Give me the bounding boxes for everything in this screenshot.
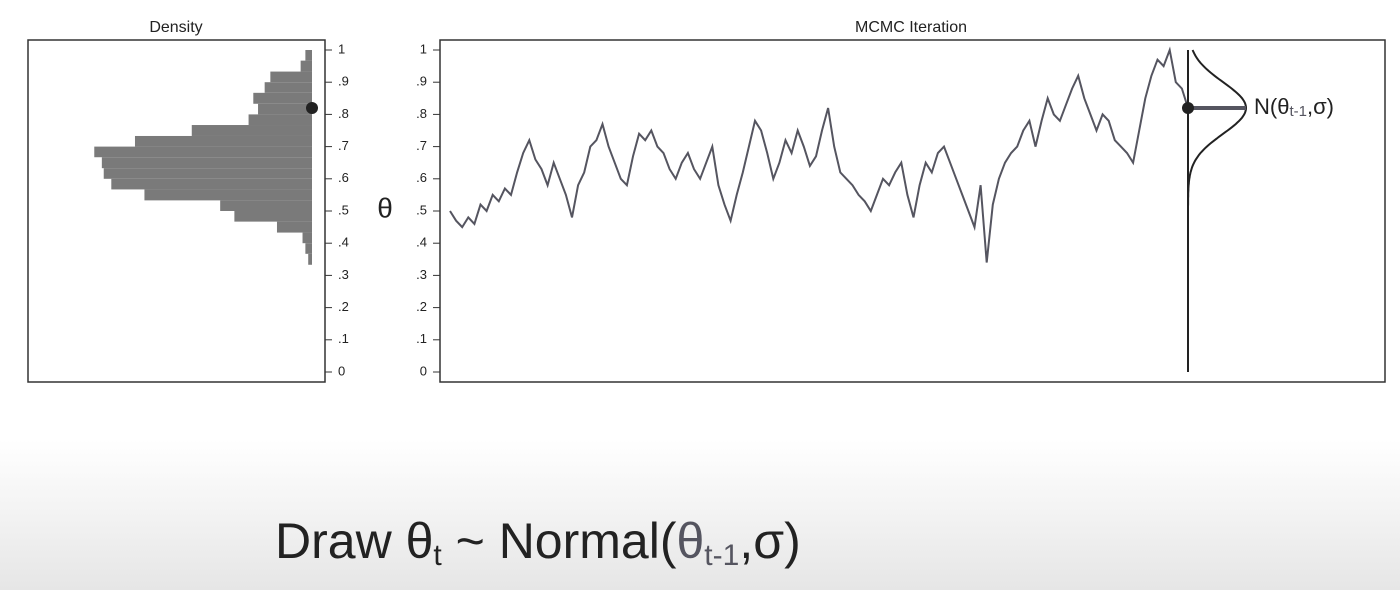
bar: [234, 211, 312, 222]
bar: [220, 200, 312, 211]
y-tick-label: .8: [338, 106, 349, 121]
bar: [253, 92, 312, 104]
bar: [264, 82, 312, 93]
caption-part: ,σ): [739, 513, 800, 569]
y-tick-label: .5: [416, 202, 427, 217]
y-tick-label: .4: [416, 235, 427, 250]
bar: [305, 243, 312, 254]
y-tick-label: .2: [338, 299, 349, 314]
bar: [276, 221, 312, 233]
trace-line: [449, 46, 1189, 263]
y-tick-label: .9: [416, 74, 427, 89]
bar: [258, 103, 312, 115]
y-tick-label: .3: [416, 267, 427, 282]
caption-part: t: [433, 539, 442, 572]
bar: [101, 157, 312, 169]
proposal-curve: [1187, 49, 1248, 372]
bar: [248, 114, 312, 126]
current-point: [1182, 101, 1194, 114]
bar: [134, 135, 312, 147]
y-tick-label: .6: [416, 170, 427, 185]
y-tick-label: .1: [338, 331, 349, 346]
y-tick-label: 0: [420, 363, 427, 378]
caption: Draw θt ~ Normal(θt-1,σ): [275, 513, 801, 572]
bar: [111, 178, 312, 190]
bar: [270, 71, 312, 83]
y-tick-label: 1: [338, 41, 345, 56]
y-axis-label: θ: [377, 192, 393, 223]
density-title: Density: [149, 19, 202, 36]
proposal-label: N(θt-1,σ): [1254, 94, 1334, 120]
proposal-label-part: ,σ): [1307, 94, 1334, 119]
bar: [94, 146, 313, 158]
caption-part: t-1: [704, 539, 739, 572]
y-tick-label: .8: [416, 106, 427, 121]
y-tick-label: .3: [338, 267, 349, 282]
caption-part: θ: [676, 513, 704, 569]
bar: [103, 168, 312, 179]
bar: [300, 60, 312, 72]
y-tick-label: 0: [338, 363, 345, 378]
y-tick-label: .7: [416, 138, 427, 153]
proposal-label-sub: t-1: [1289, 103, 1307, 120]
bar: [191, 125, 312, 136]
bar: [305, 50, 312, 61]
y-tick-label: .6: [338, 170, 349, 185]
caption-part: Draw θ: [275, 513, 433, 569]
bar: [308, 253, 312, 265]
y-tick-label: .1: [416, 331, 427, 346]
y-tick-label: .4: [338, 235, 349, 250]
y-tick-label: .2: [416, 299, 427, 314]
current-point: [306, 101, 318, 114]
trace-title: MCMC Iteration: [855, 19, 967, 36]
caption-part: ~ Normal(: [442, 513, 677, 569]
y-tick-label: .9: [338, 74, 349, 89]
y-tick-label: .7: [338, 138, 349, 153]
y-tick-label: 1: [420, 41, 427, 56]
bar: [302, 232, 312, 244]
y-tick-label: .5: [338, 202, 349, 217]
proposal-label-part: N(θ: [1254, 94, 1289, 119]
bar: [144, 189, 312, 201]
